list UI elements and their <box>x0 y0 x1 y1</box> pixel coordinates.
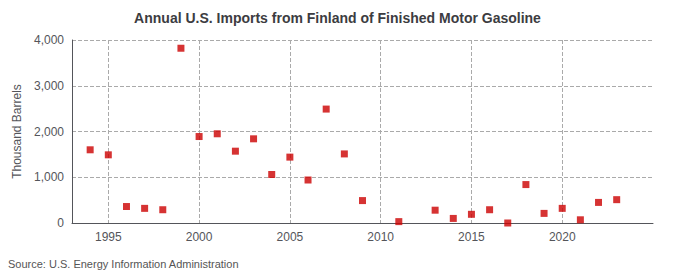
svg-text:Source: U.S. Energy Informatio: Source: U.S. Energy Information Administ… <box>8 258 239 270</box>
svg-text:3,000: 3,000 <box>34 79 64 93</box>
svg-text:2,000: 2,000 <box>34 125 64 139</box>
svg-text:2005: 2005 <box>277 230 304 244</box>
svg-text:2015: 2015 <box>458 230 485 244</box>
svg-text:2000: 2000 <box>186 230 213 244</box>
svg-text:2010: 2010 <box>367 230 394 244</box>
svg-text:4,000: 4,000 <box>34 33 64 47</box>
svg-text:Annual U.S. Imports from Finla: Annual U.S. Imports from Finland of Fini… <box>134 10 541 26</box>
svg-text:1,000: 1,000 <box>34 170 64 184</box>
svg-text:Thousand Barrels: Thousand Barrels <box>10 84 24 179</box>
svg-text:0: 0 <box>57 216 64 230</box>
svg-text:2020: 2020 <box>549 230 576 244</box>
svg-text:1995: 1995 <box>95 230 122 244</box>
